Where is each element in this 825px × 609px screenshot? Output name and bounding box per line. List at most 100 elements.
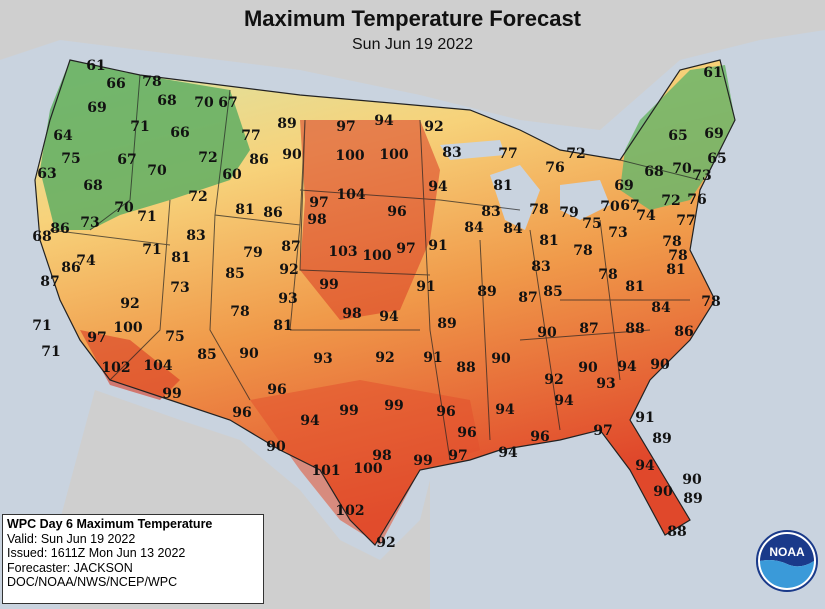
temp-label-ca-3: 73 [80,215,99,231]
temp-label-mn-2: 94 [428,179,448,195]
temp-label-va-1: 81 [666,262,685,278]
temp-label-vt-1: 70 [672,161,692,177]
temp-label-tx-9: 100 [353,461,382,477]
temp-label-co-1: 79 [243,245,262,261]
temp-label-sd-2: 97 [309,195,328,211]
temp-label-wy-3: 86 [263,205,282,221]
temp-label-az-3: 104 [143,358,172,374]
info-heading: WPC Day 6 Maximum Temperature [7,517,213,531]
temp-label-me-n: 61 [703,65,722,81]
temp-label-ma-1: 73 [692,168,711,184]
plains-hot-region [300,120,440,320]
southwest-hot-region [80,330,180,400]
temp-label-or-coast: 64 [53,128,73,144]
temp-label-ia-1: 83 [481,204,500,220]
temp-label-fl-1: 97 [593,423,612,439]
temp-label-tn-1: 90 [537,325,557,341]
temp-label-me-1: 65 [668,128,687,144]
temp-label-ia-2: 84 [464,220,484,236]
temp-label-nd-w: 97 [336,119,355,135]
temp-label-nm-2: 96 [267,382,286,398]
temp-label-mn-n: 92 [424,119,443,135]
temp-label-ga-1: 90 [578,360,598,376]
info-valid: Valid: Sun Jun 19 2022 [7,531,136,546]
temp-label-ne-1: 98 [307,212,326,228]
temp-label-ca-nc: 63 [37,166,56,182]
temp-label-mo-1: 91 [416,279,435,295]
temp-label-la-4: 94 [498,445,518,461]
temp-label-ri-1: 77 [676,213,695,229]
temp-label-nd-1: 100 [335,148,364,164]
temp-label-ny-1: 68 [644,164,663,180]
temp-label-ky-3: 85 [543,284,562,300]
temp-label-pa-1: 73 [608,225,627,241]
temp-label-ny-4: 67 [620,198,639,214]
temp-label-ok-2: 92 [375,350,394,366]
temp-label-nc-1: 84 [651,300,671,316]
temp-label-oh-1: 78 [573,243,592,259]
temp-label-fl-6: 89 [683,491,702,507]
temp-label-fl-3: 94 [635,458,655,474]
temp-label-ne-3: 103 [328,244,357,260]
temp-label-az-n: 92 [120,296,139,312]
temp-label-ks-1: 99 [319,277,338,293]
temp-label-va-3: 78 [701,294,720,310]
temp-label-fl-5: 90 [653,484,673,500]
temp-label-fl-4: 90 [682,472,702,488]
temp-label-ca-1: 68 [83,178,102,194]
noaa-logo-icon: NOAA [756,530,818,592]
temp-label-il-1: 84 [503,221,523,237]
temp-label-mt-4: 72 [198,150,217,166]
noaa-logo-text: NOAA [769,545,805,559]
temp-label-ne-2: 87 [281,239,300,255]
temp-label-mn-1: 83 [442,145,461,161]
temp-label-mi-up: 72 [566,146,585,162]
us-coastline [34,59,736,546]
temp-label-fl-2: 89 [652,431,671,447]
temp-label-or-2: 71 [130,119,149,135]
temp-label-sd-3: 96 [387,204,406,220]
map-title: Maximum Temperature Forecast [243,6,582,31]
state-borders [49,74,701,461]
temp-label-wa-2: 66 [106,76,125,92]
info-issued: Issued: 1611Z Mon Jun 13 2022 [7,546,186,560]
temp-label-md-1: 78 [668,248,687,264]
temp-label-id-2: 66 [170,125,189,141]
temp-label-il-3: 89 [477,284,496,300]
temp-label-fl-keys: 88 [667,524,686,540]
temp-label-wy-1: 60 [222,167,242,183]
temp-label-ut-3: 73 [170,280,189,296]
temp-label-wi-1: 81 [493,178,512,194]
temp-label-tx-7: 97 [448,448,467,464]
temp-label-mi-2: 78 [529,202,548,218]
temp-label-nv-2: 71 [142,242,161,258]
temp-label-ky-2: 87 [518,290,537,306]
temp-label-mt-5: 86 [249,152,268,168]
temp-label-il-2: 91 [428,238,447,254]
temp-label-ct-1: 72 [661,193,680,209]
temp-label-mt-6: 90 [282,147,302,163]
temp-label-sc-1: 94 [617,359,637,375]
temp-label-mi-1: 76 [545,160,564,176]
temp-label-ca-12: 71 [41,344,60,360]
temp-label-tx-3: 94 [300,413,320,429]
temp-label-tn-2: 87 [579,321,598,337]
temp-label-mt-2: 77 [241,128,260,144]
temp-label-or-4: 67 [117,152,136,168]
temp-label-ny-2: 69 [614,178,633,194]
temp-label-tx-5: 98 [372,448,391,464]
temp-label-ca-6: 74 [76,253,96,269]
temp-label-tx-6: 99 [413,453,432,469]
temp-label-az-1: 75 [165,329,184,345]
temp-label-or-3: 75 [61,151,80,167]
texas-hot-region [250,380,480,545]
temp-label-wa-nw: 61 [86,58,105,74]
temp-label-ny-5: 74 [636,208,656,224]
temp-label-fl-pan: 96 [530,429,549,445]
temp-label-ut-1: 83 [186,228,205,244]
temp-label-mi-4: 75 [582,216,601,232]
temp-label-ks-2: 98 [342,306,361,322]
info-agency: DOC/NOAA/NWS/NCEP/WPC [7,575,178,589]
northeast-cool-region [620,65,735,210]
